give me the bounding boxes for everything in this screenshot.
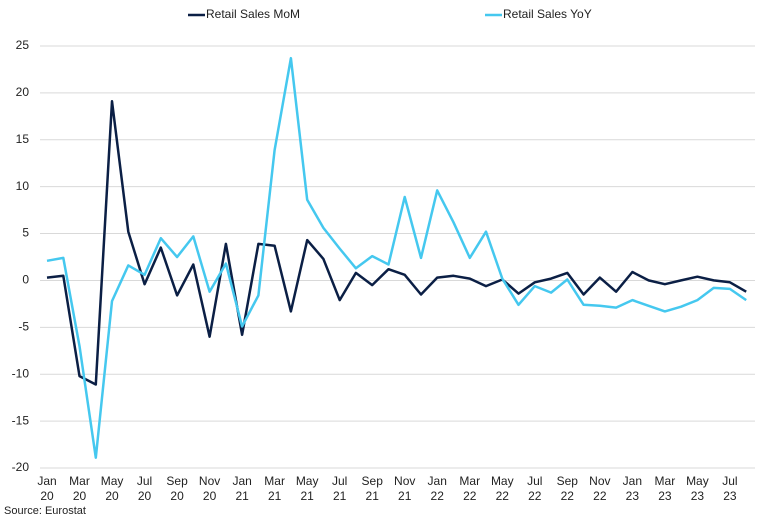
y-tick-label: 5 — [22, 226, 29, 240]
series-line — [46, 100, 747, 386]
x-tick-label: Jul 22 — [527, 474, 542, 503]
x-tick-label: May 20 — [101, 474, 124, 503]
x-tick-label: Mar 23 — [655, 474, 676, 503]
y-tick-label: 0 — [22, 273, 29, 287]
x-tick-label: Jul 23 — [722, 474, 737, 503]
x-tick-label: Jan 23 — [623, 474, 642, 503]
x-tick-label: Jul 21 — [332, 474, 347, 503]
legend-label: Retail Sales MoM — [206, 7, 300, 21]
x-tick-label: Sep 20 — [166, 474, 188, 503]
x-tick-label: May 22 — [491, 474, 514, 503]
y-tick-label: 15 — [16, 132, 30, 146]
y-tick-label: -5 — [18, 320, 29, 334]
x-tick-label: Nov 20 — [199, 474, 220, 503]
y-tick-label: -10 — [12, 366, 30, 380]
x-tick-label: May 23 — [686, 474, 709, 503]
series-line — [46, 56, 747, 459]
y-tick-label: 10 — [16, 179, 30, 193]
x-tick-label: Nov 21 — [394, 474, 415, 503]
y-tick-label: 20 — [16, 85, 30, 99]
x-tick-label: Mar 20 — [69, 474, 90, 503]
x-tick-label: Jul 20 — [137, 474, 152, 503]
legend-label: Retail Sales YoY — [503, 7, 592, 21]
x-tick-label: Nov 22 — [589, 474, 610, 503]
y-tick-label: 25 — [16, 38, 30, 52]
x-tick-label: Jan 21 — [232, 474, 251, 503]
x-tick-label: Jan 22 — [428, 474, 447, 503]
x-tick-label: Mar 22 — [459, 474, 480, 503]
x-tick-label: Sep 21 — [362, 474, 384, 503]
y-tick-label: -15 — [12, 413, 30, 427]
source-note: Source: Eurostat — [4, 505, 86, 517]
y-tick-label: -20 — [12, 460, 30, 474]
x-tick-label: Sep 22 — [557, 474, 579, 503]
x-tick-label: Jan 20 — [37, 474, 56, 503]
x-tick-label: Mar 21 — [264, 474, 285, 503]
x-tick-label: May 21 — [296, 474, 319, 503]
